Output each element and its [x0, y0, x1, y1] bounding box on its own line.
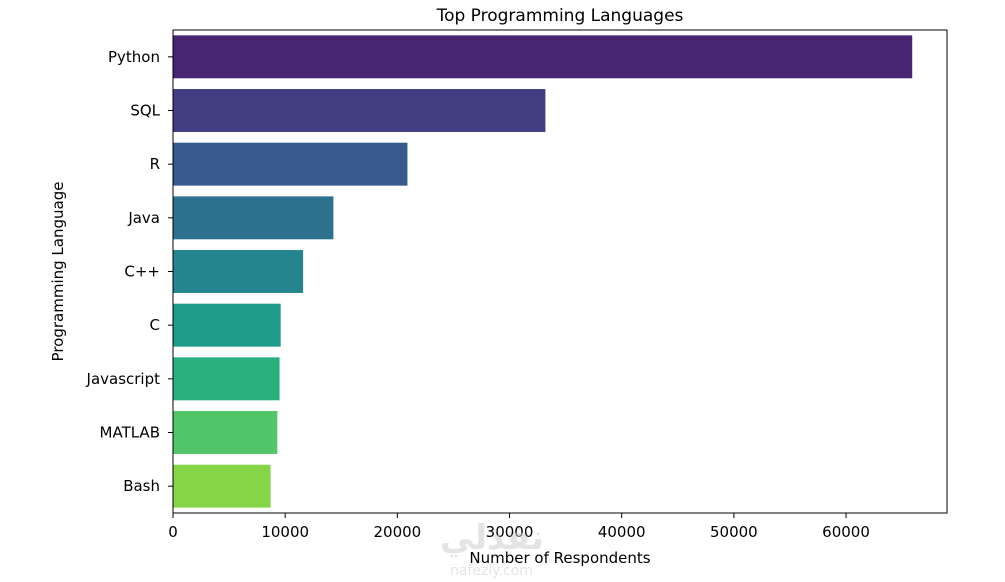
x-tick-label: 10000 [261, 523, 309, 541]
bar-javascript [173, 357, 280, 401]
bar-c [173, 303, 281, 347]
x-tick-label: 0 [168, 523, 178, 541]
y-tick-label: Java [127, 209, 160, 227]
bar-matlab [173, 411, 278, 454]
plot-frame [172, 29, 948, 514]
bar-bash [173, 464, 271, 508]
x-tick-label: 30000 [486, 523, 534, 541]
y-tick-label: C++ [124, 263, 160, 281]
watermark-site: nafezly.com [450, 563, 533, 579]
x-axis-ticks: 0 10000 20000 30000 40000 50000 60000 [168, 513, 870, 541]
y-tick-label: C [150, 316, 160, 334]
y-tick-label: Bash [123, 477, 160, 495]
bars-group [173, 35, 913, 508]
x-axis-label: Number of Respondents [469, 549, 650, 567]
x-tick-label: 60000 [822, 523, 870, 541]
bar-c++ [173, 250, 304, 293]
y-tick-label: Javascript [86, 370, 161, 388]
x-tick-label: 50000 [710, 523, 758, 541]
y-axis-ticks: Python SQL R Java C++ C Javascript MATLAB Bash [86, 48, 173, 495]
bar-java [173, 196, 334, 240]
bar-sql [173, 89, 546, 132]
chart-title: Top Programming Languages [436, 6, 684, 26]
y-tick-label: Python [108, 48, 160, 66]
y-tick-label: MATLAB [100, 424, 160, 442]
watermark-brand: نفذلي [440, 518, 545, 558]
y-axis-label: Programming Language [49, 182, 67, 362]
x-tick-label: 20000 [373, 523, 421, 541]
y-tick-label: R [150, 155, 160, 173]
bar-python [173, 35, 913, 79]
y-tick-label: SQL [130, 102, 160, 120]
x-tick-label: 40000 [598, 523, 646, 541]
bar-r [173, 142, 408, 186]
